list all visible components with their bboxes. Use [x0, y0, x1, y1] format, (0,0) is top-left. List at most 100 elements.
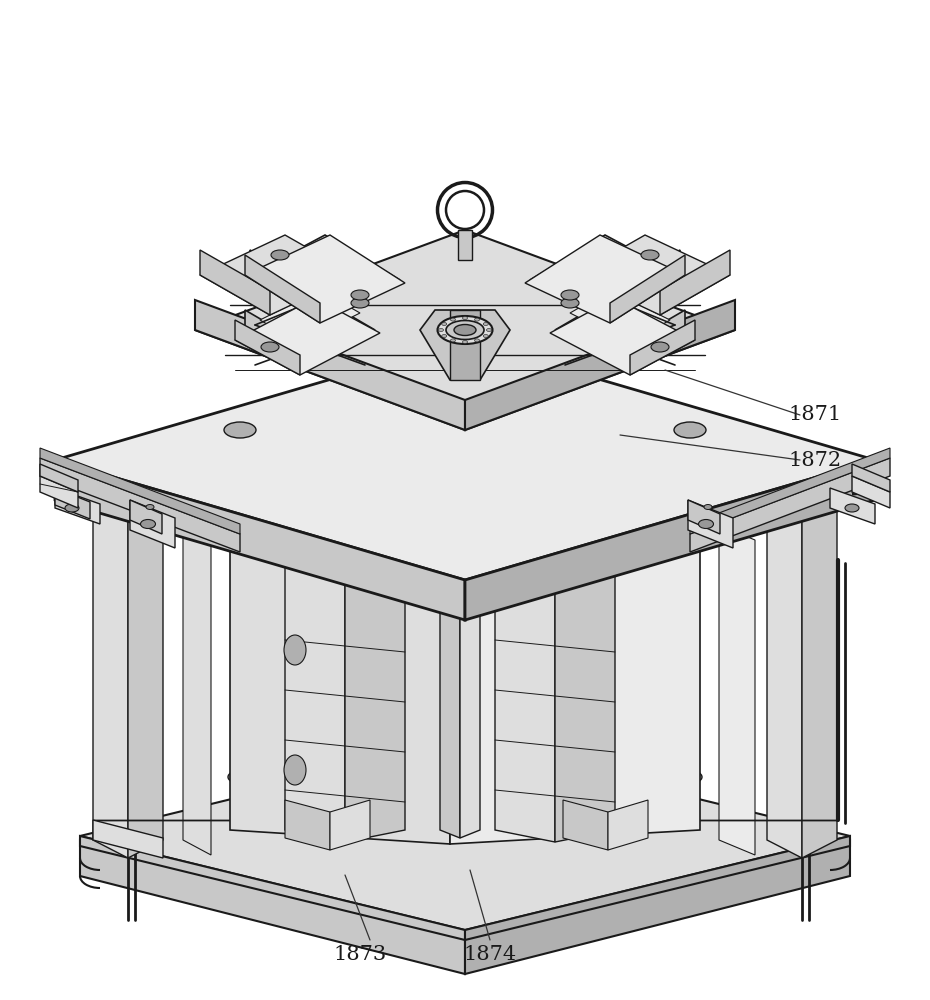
Polygon shape	[195, 300, 465, 430]
Polygon shape	[250, 250, 325, 320]
Ellipse shape	[320, 538, 370, 548]
Ellipse shape	[146, 504, 154, 510]
Polygon shape	[563, 800, 608, 850]
Polygon shape	[830, 488, 875, 524]
Polygon shape	[610, 255, 685, 323]
Polygon shape	[540, 240, 660, 300]
Polygon shape	[80, 742, 850, 930]
Polygon shape	[80, 742, 850, 938]
Ellipse shape	[454, 324, 476, 336]
Ellipse shape	[474, 318, 480, 321]
Polygon shape	[260, 290, 360, 343]
Polygon shape	[802, 490, 837, 858]
Polygon shape	[575, 235, 730, 315]
Polygon shape	[40, 458, 240, 552]
Polygon shape	[55, 460, 465, 620]
Polygon shape	[93, 490, 128, 858]
Polygon shape	[440, 530, 460, 838]
Polygon shape	[690, 448, 890, 534]
Ellipse shape	[351, 290, 369, 300]
Polygon shape	[285, 800, 330, 850]
Polygon shape	[330, 800, 370, 850]
Polygon shape	[80, 840, 465, 974]
Polygon shape	[245, 235, 405, 323]
Polygon shape	[570, 290, 670, 343]
Polygon shape	[608, 800, 648, 850]
Ellipse shape	[284, 635, 306, 665]
Polygon shape	[767, 490, 802, 858]
Ellipse shape	[224, 422, 256, 438]
Polygon shape	[690, 458, 890, 552]
Ellipse shape	[261, 342, 279, 352]
Polygon shape	[235, 298, 380, 375]
Ellipse shape	[674, 422, 706, 438]
Text: 1874: 1874	[463, 946, 516, 964]
Ellipse shape	[520, 536, 590, 550]
Polygon shape	[525, 235, 685, 323]
Polygon shape	[852, 476, 890, 508]
Ellipse shape	[641, 250, 659, 260]
Ellipse shape	[704, 504, 712, 510]
Ellipse shape	[561, 298, 579, 308]
Polygon shape	[183, 525, 211, 855]
Polygon shape	[55, 488, 100, 524]
Polygon shape	[80, 836, 465, 940]
Polygon shape	[465, 300, 735, 430]
Ellipse shape	[698, 520, 713, 528]
Ellipse shape	[450, 792, 480, 808]
Polygon shape	[130, 500, 175, 548]
Ellipse shape	[271, 250, 289, 260]
Polygon shape	[660, 250, 730, 315]
Polygon shape	[55, 488, 90, 519]
Ellipse shape	[462, 340, 468, 344]
Text: 1873: 1873	[333, 946, 387, 964]
Polygon shape	[245, 310, 305, 370]
Polygon shape	[625, 310, 685, 370]
Ellipse shape	[450, 339, 456, 342]
Polygon shape	[55, 340, 875, 580]
Polygon shape	[128, 490, 163, 858]
Polygon shape	[245, 295, 375, 370]
Polygon shape	[450, 310, 480, 380]
Polygon shape	[852, 464, 890, 492]
Polygon shape	[495, 537, 555, 842]
Ellipse shape	[474, 339, 480, 342]
Ellipse shape	[484, 322, 488, 326]
Polygon shape	[605, 250, 680, 320]
Ellipse shape	[442, 334, 446, 338]
Text: 1871: 1871	[789, 406, 842, 424]
Polygon shape	[130, 500, 162, 534]
Ellipse shape	[450, 318, 456, 321]
Polygon shape	[688, 500, 720, 534]
Polygon shape	[555, 295, 685, 370]
Polygon shape	[285, 537, 345, 842]
Ellipse shape	[845, 504, 859, 512]
Ellipse shape	[561, 290, 579, 300]
Polygon shape	[245, 255, 320, 323]
Polygon shape	[195, 230, 735, 430]
Polygon shape	[550, 298, 695, 375]
Polygon shape	[235, 320, 300, 375]
Ellipse shape	[495, 531, 615, 555]
Ellipse shape	[228, 770, 252, 784]
Ellipse shape	[284, 755, 306, 785]
Ellipse shape	[678, 770, 702, 784]
Polygon shape	[450, 530, 700, 844]
Polygon shape	[460, 530, 480, 838]
Ellipse shape	[437, 316, 493, 344]
Ellipse shape	[310, 536, 380, 550]
Polygon shape	[40, 476, 78, 508]
Ellipse shape	[439, 328, 444, 332]
Polygon shape	[530, 235, 680, 320]
Ellipse shape	[484, 334, 488, 338]
Polygon shape	[200, 235, 355, 315]
Ellipse shape	[446, 320, 484, 340]
Polygon shape	[458, 230, 472, 260]
Polygon shape	[345, 537, 405, 842]
Polygon shape	[465, 460, 875, 620]
Polygon shape	[688, 500, 733, 548]
Ellipse shape	[462, 316, 468, 320]
Polygon shape	[465, 836, 850, 940]
Polygon shape	[465, 840, 850, 974]
Text: 1872: 1872	[789, 450, 842, 470]
